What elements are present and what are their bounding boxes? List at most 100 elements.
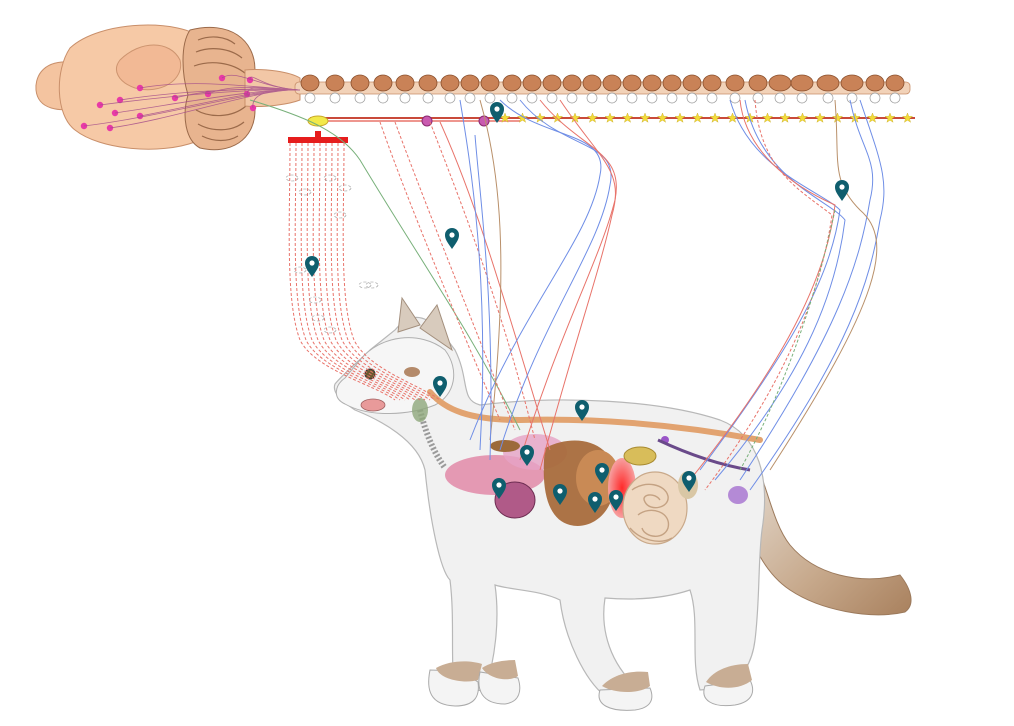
lumbar-blue-2 bbox=[714, 99, 846, 481]
vertebra bbox=[460, 74, 480, 92]
cranial-nerve-fiber bbox=[318, 142, 421, 401]
vertebra bbox=[840, 74, 864, 92]
vertebra bbox=[582, 74, 602, 92]
vertebra bbox=[642, 74, 662, 92]
dorsal-root-ganglion bbox=[546, 92, 558, 104]
dorsal-root-ganglion bbox=[506, 92, 518, 104]
vertebra bbox=[350, 74, 370, 92]
cat-hind-paw-right bbox=[703, 679, 754, 707]
vertebra bbox=[418, 74, 438, 92]
vagus-nerve bbox=[249, 99, 521, 431]
cranial-nerve-fiber bbox=[330, 142, 431, 401]
superior-cervical-ganglion bbox=[307, 115, 329, 127]
star-icon bbox=[797, 112, 808, 123]
dorsal-root-ganglion bbox=[666, 92, 678, 104]
cranial-nerve-fiber bbox=[336, 142, 436, 401]
cranial-ganglion bbox=[323, 174, 337, 182]
cat-front-paw-right bbox=[478, 671, 521, 705]
vertebra bbox=[602, 74, 622, 92]
dorsal-root-ganglion bbox=[822, 92, 834, 104]
splanchnic-blue-2 bbox=[499, 99, 612, 451]
lumbar-red-2 bbox=[704, 99, 833, 491]
thoracic-blue-3 bbox=[459, 99, 484, 451]
cat-front-paw-left-shade bbox=[436, 661, 482, 682]
dorsal-root-ganglion bbox=[566, 92, 578, 104]
vertebra bbox=[725, 74, 745, 92]
vertebra bbox=[440, 74, 460, 92]
map-pin-icon bbox=[835, 180, 849, 201]
cranial-ganglion bbox=[311, 314, 325, 322]
dorsal-root-ganglion bbox=[796, 92, 808, 104]
dorsal-root-ganglion bbox=[526, 92, 538, 104]
star-icon bbox=[867, 112, 878, 123]
dorsal-root-ganglion bbox=[774, 92, 786, 104]
vertebra bbox=[522, 74, 542, 92]
splanchnic-red-1 bbox=[519, 99, 617, 461]
map-pin-icon bbox=[305, 256, 319, 277]
vertebra bbox=[816, 74, 840, 92]
vertebra bbox=[373, 74, 393, 92]
dorsal-root-ganglion bbox=[729, 92, 741, 104]
heart bbox=[494, 481, 536, 519]
dorsal-root-ganglion bbox=[422, 92, 434, 104]
cranial-ganglion bbox=[298, 188, 312, 196]
brain bbox=[35, 24, 301, 151]
vertebra bbox=[542, 74, 562, 92]
vertebra bbox=[748, 74, 768, 92]
dorsal-root-ganglion bbox=[399, 92, 411, 104]
cranial-nerve-fiber bbox=[294, 142, 401, 401]
dorsal-root-ganglion bbox=[377, 92, 389, 104]
star-icon bbox=[744, 112, 756, 123]
nerve-fibers bbox=[249, 99, 885, 491]
star-icon bbox=[587, 112, 598, 123]
cranial-ganglion bbox=[358, 281, 372, 289]
dorsal-root-ganglion bbox=[869, 92, 881, 104]
cat-body bbox=[333, 316, 766, 697]
dorsal-root-ganglion bbox=[354, 92, 366, 104]
cat-hind-paw-left bbox=[598, 687, 653, 711]
dorsal-root-ganglion bbox=[444, 92, 456, 104]
cranial-nerve-fiber bbox=[306, 142, 411, 401]
star-icon bbox=[709, 112, 721, 123]
cranial-nerve-fiber bbox=[312, 142, 416, 401]
cerebellum-folia bbox=[193, 36, 247, 142]
dorsal-root-ganglion bbox=[686, 92, 698, 104]
thoracic-sympathetic-1 bbox=[379, 121, 501, 421]
thoracic-sympathetic-2 bbox=[394, 121, 516, 431]
star-icon bbox=[779, 112, 791, 123]
bladder bbox=[728, 486, 748, 504]
thoracic-blue-4 bbox=[474, 134, 492, 461]
star-icon bbox=[657, 112, 668, 123]
vertebra bbox=[395, 74, 415, 92]
cranial-ganglion bbox=[308, 296, 322, 304]
splanchnic-blue-1 bbox=[469, 99, 602, 441]
thymus bbox=[490, 440, 520, 452]
vertebra bbox=[865, 74, 885, 92]
star-icon bbox=[674, 112, 686, 123]
brain-fiber bbox=[109, 89, 301, 129]
vertebra bbox=[790, 74, 814, 92]
brain-fiber bbox=[249, 76, 301, 91]
cat-front-paw-right-shade bbox=[482, 660, 518, 680]
sacral-blue-2 bbox=[749, 99, 885, 491]
star-icon bbox=[692, 112, 703, 123]
cat-ear-right bbox=[419, 303, 453, 352]
cranial-ganglion bbox=[333, 211, 347, 219]
cranial-ganglion bbox=[323, 326, 337, 334]
dorsal-root-ganglion bbox=[586, 92, 598, 104]
cat-silhouette bbox=[333, 296, 912, 711]
cat-ear-left bbox=[397, 296, 421, 333]
dorsal-root-ganglion bbox=[752, 92, 764, 104]
thoracic-sympathetic-3 bbox=[429, 121, 536, 441]
star-icon bbox=[534, 112, 546, 123]
dorsal-root-ganglion bbox=[484, 92, 496, 104]
cranial-ganglion bbox=[365, 281, 379, 289]
vertebra bbox=[682, 74, 702, 92]
intestine-coils bbox=[629, 483, 673, 542]
map-pin-icon bbox=[445, 228, 459, 249]
cranial-ganglion bbox=[293, 266, 307, 274]
cranial-nerve-fiber bbox=[288, 142, 396, 401]
vertebra bbox=[325, 74, 345, 92]
